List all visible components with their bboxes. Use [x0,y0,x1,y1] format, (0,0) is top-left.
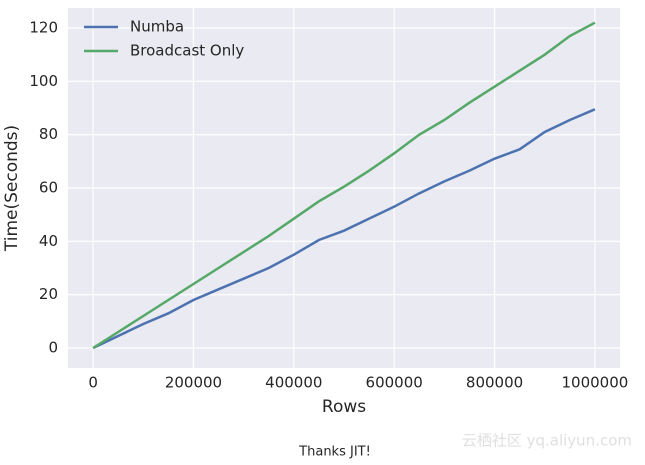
line [92,21,596,350]
x-tick-label: 400000 [265,374,322,392]
y-tick-label: 120 [29,19,58,37]
x-tick-label: 0 [88,374,98,392]
x-tick-label: 200000 [165,374,222,392]
legend-label: Numba [130,18,184,36]
x-axis-label: Rows [322,397,366,417]
y-tick-label: 20 [39,285,58,303]
caption: Thanks JIT! [298,445,371,460]
y-tick-label: 60 [39,179,58,197]
y-tick-label: 0 [48,339,58,357]
y-tick-label: 80 [39,125,58,143]
x-tick-label: 800000 [466,374,523,392]
y-axis-label: Time(Seconds) [2,125,22,252]
y-tick-label: 100 [29,72,58,90]
x-tick-label: 1000000 [562,374,629,392]
watermark: 云栖社区 yq.aliyun.com [462,432,632,450]
legend-label: Broadcast Only [130,42,244,60]
x-tick-label: 600000 [366,374,423,392]
y-tick-label: 40 [39,232,58,250]
line [92,108,596,350]
